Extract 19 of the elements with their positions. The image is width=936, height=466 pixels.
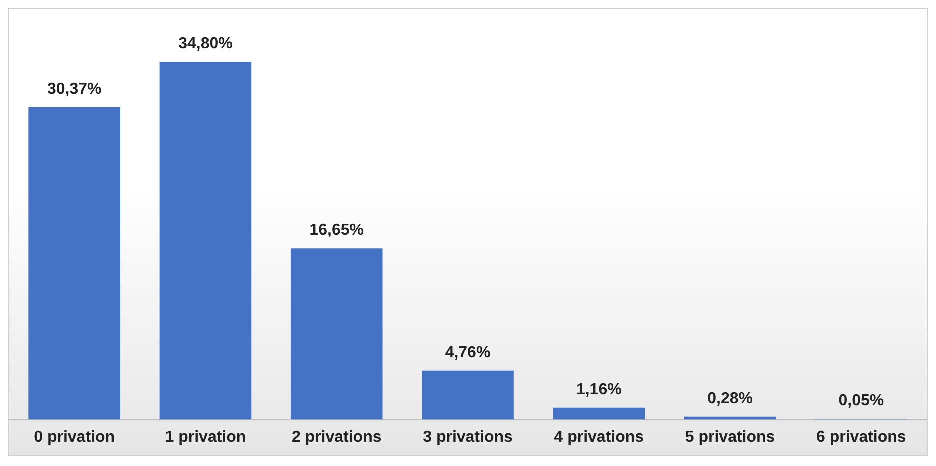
x-tick-label: 1 privation (165, 428, 246, 446)
x-tick-label: 3 privations (423, 428, 513, 446)
x-tick-label: 0 privation (34, 428, 116, 446)
bar (422, 370, 514, 420)
data-label: 1,16% (576, 381, 622, 398)
bar (290, 248, 383, 420)
x-tick-label: 4 privations (554, 428, 644, 446)
data-label: 30,37% (47, 80, 102, 98)
x-tick-label: 2 privations (292, 428, 382, 446)
bar (553, 408, 646, 420)
data-label: 0,28% (708, 390, 753, 408)
bar (28, 108, 120, 420)
data-label: 16,65% (310, 222, 364, 239)
data-label: 34,80% (178, 35, 233, 52)
bar (160, 62, 252, 420)
x-tick-label: 6 privations (816, 428, 906, 446)
data-label: 4,76% (445, 344, 491, 362)
data-label: 0,05% (838, 392, 884, 410)
x-tick-label: 5 privations (685, 428, 776, 446)
